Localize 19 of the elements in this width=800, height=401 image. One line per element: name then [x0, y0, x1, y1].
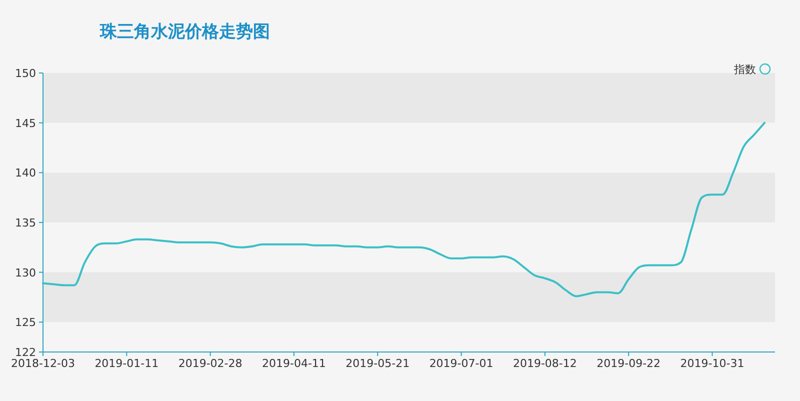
x-tick-label: 2019-05-21: [346, 357, 410, 370]
y-tick-label: 145: [15, 116, 36, 130]
x-tick-label: 2019-08-12: [512, 357, 577, 370]
legend-label: 指数: [733, 63, 756, 76]
chart-title: 珠三角水泥价格走势图: [99, 22, 270, 42]
y-tick-label: 135: [15, 216, 36, 230]
x-tick-label: 2018-12-03: [11, 357, 75, 370]
x-tick-label: 2019-01-11: [94, 357, 159, 370]
x-tick-label: 2019-10-31: [680, 357, 744, 370]
y-tick-label: 125: [15, 316, 36, 330]
y-tick-label: 122: [15, 346, 36, 359]
y-tick-label: 130: [15, 266, 36, 280]
x-tick-label: 2019-07-01: [429, 357, 494, 370]
x-tick-label: 2019-04-11: [262, 357, 326, 370]
y-tick-label: 150: [15, 67, 36, 80]
y-tick-label: 140: [15, 166, 36, 180]
legend: 指数: [734, 63, 771, 76]
x-tick-label: 2019-09-22: [596, 357, 661, 370]
x-tick-label: 2019-02-28: [178, 357, 242, 370]
